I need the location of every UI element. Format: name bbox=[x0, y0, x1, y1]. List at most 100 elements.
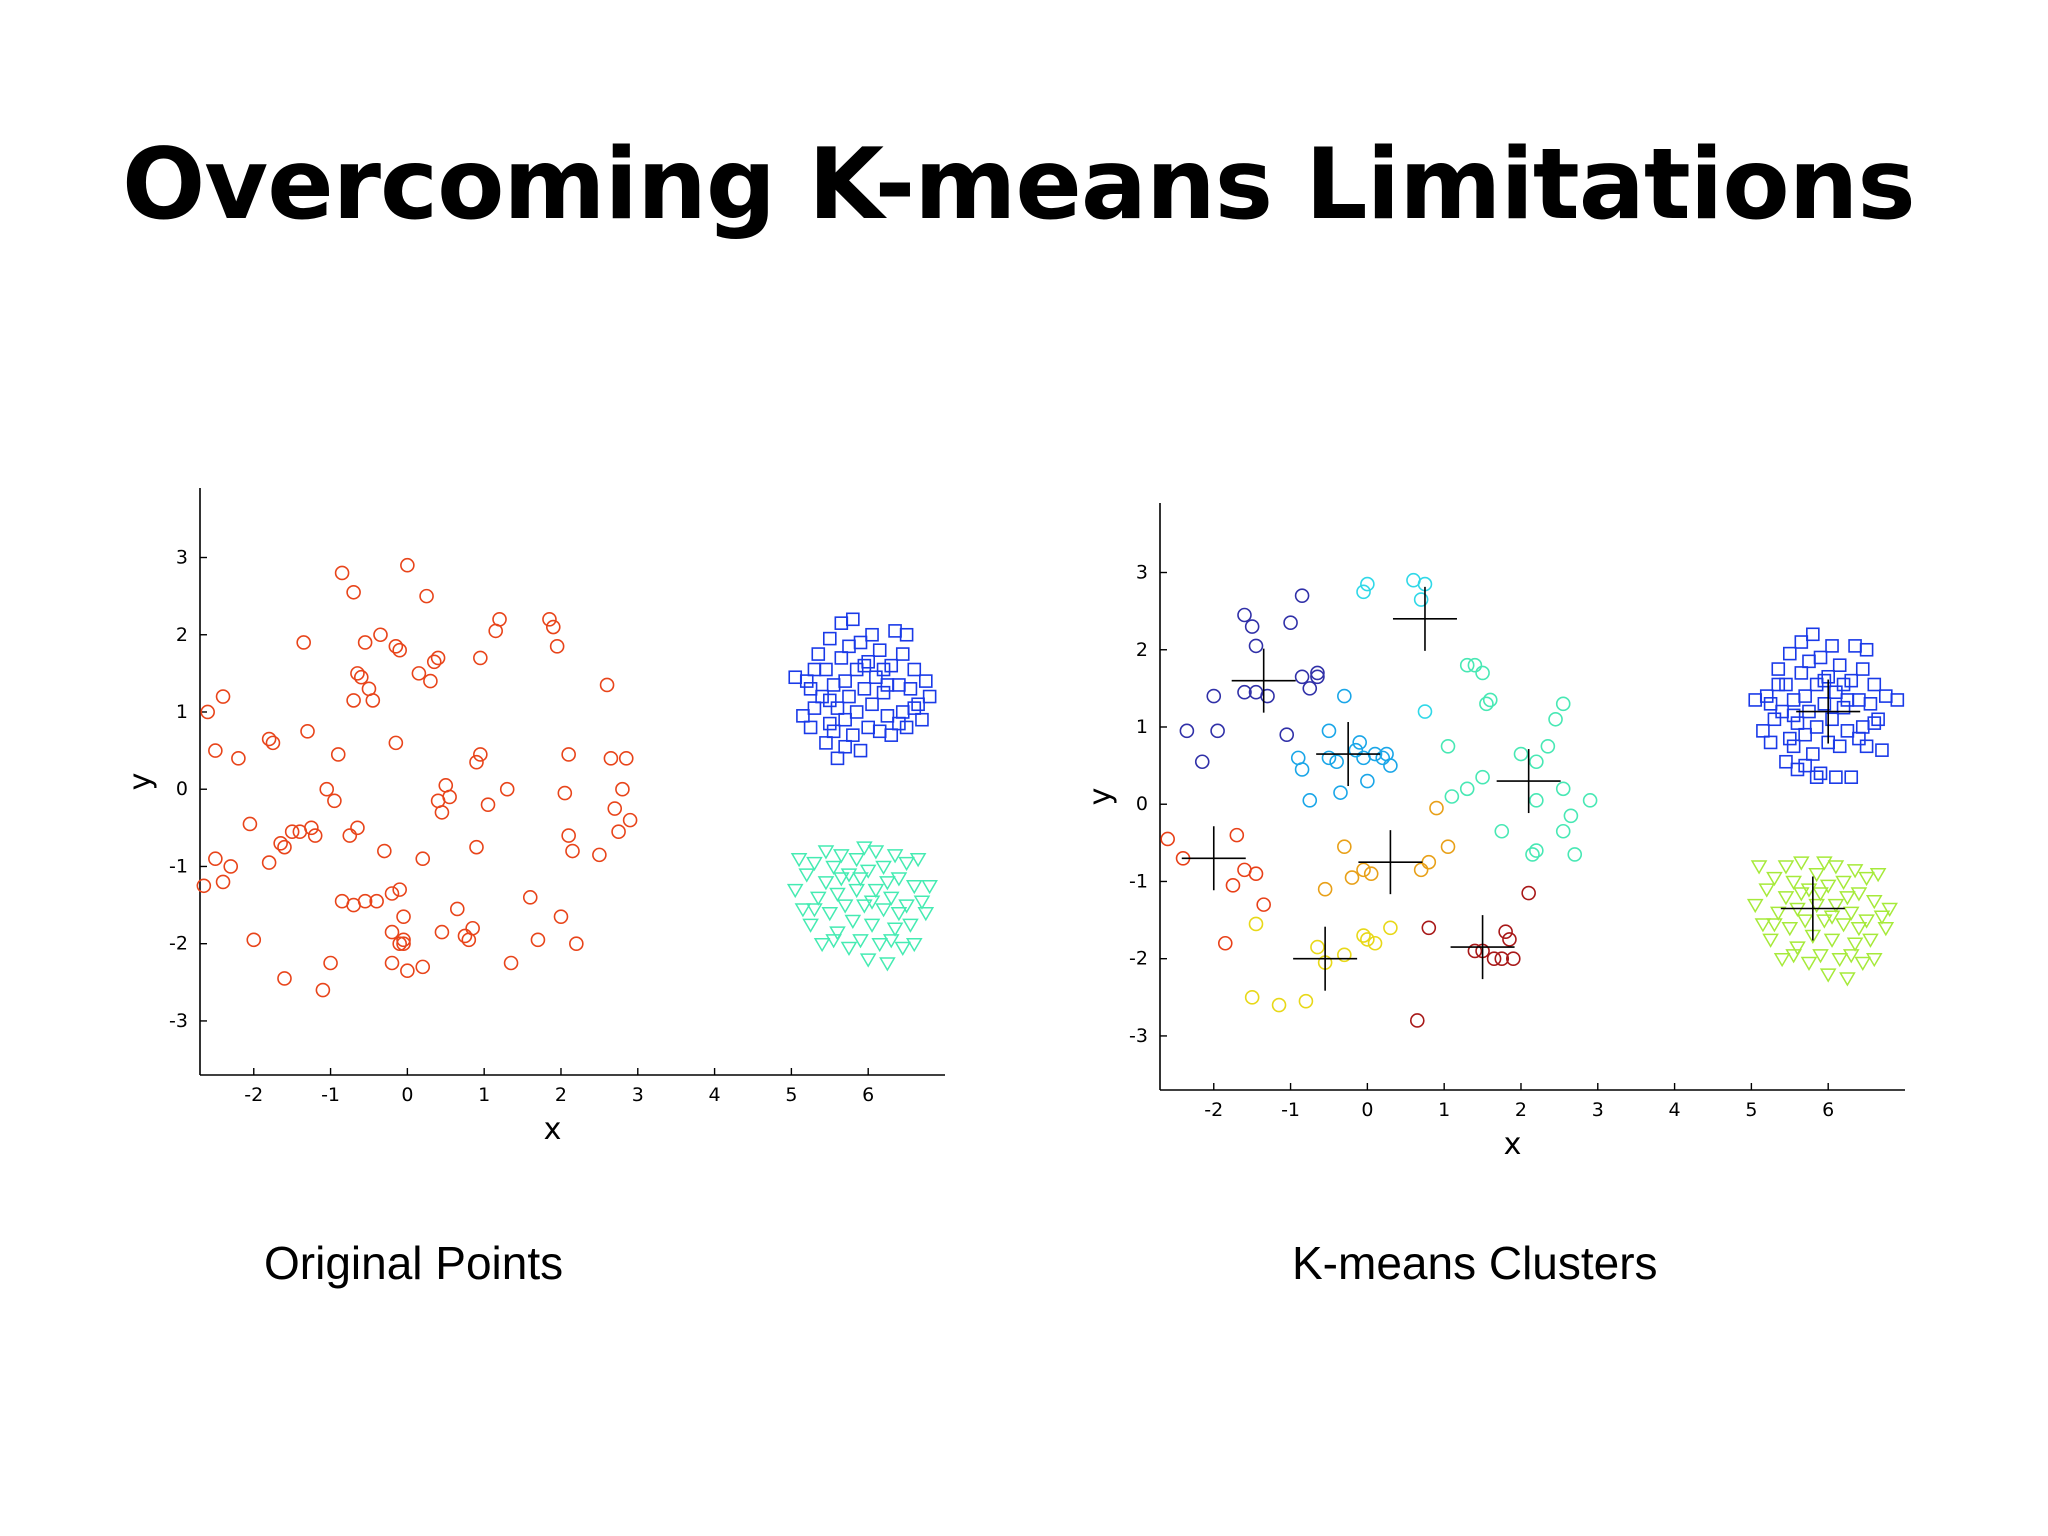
data-point-circle bbox=[377, 843, 392, 859]
data-point-circle bbox=[473, 747, 488, 762]
data-point-square bbox=[853, 743, 868, 758]
x-tick-label: 2 bbox=[555, 1084, 567, 1106]
original-points-chart: -2 -1 0 1 2 3 4 5 6 3 2 1 0 -1 -2 -3 x y bbox=[123, 488, 945, 1147]
data-point-circle bbox=[1356, 750, 1371, 766]
data-point-square bbox=[846, 612, 860, 627]
data-point-triangle bbox=[836, 899, 854, 914]
data-point-triangle bbox=[844, 914, 862, 930]
data-point-circle bbox=[330, 747, 346, 762]
data-point-circle bbox=[388, 735, 404, 751]
data-point-triangle bbox=[790, 852, 808, 868]
data-point-circle bbox=[1329, 754, 1344, 770]
data-point-circle bbox=[1375, 750, 1391, 766]
data-point-circle bbox=[1244, 619, 1260, 634]
data-point-square bbox=[1767, 712, 1782, 727]
data-point-square bbox=[907, 662, 922, 677]
centroid-marker bbox=[1496, 749, 1561, 814]
x-tick-label: -1 bbox=[321, 1084, 340, 1106]
data-point-circle bbox=[231, 751, 246, 766]
data-point-square bbox=[884, 728, 899, 742]
data-point-triangle bbox=[894, 941, 912, 957]
series-3 bbox=[1356, 572, 1433, 719]
data-point-circle bbox=[1279, 727, 1295, 743]
data-point-triangle bbox=[794, 903, 812, 918]
data-point-square bbox=[918, 674, 933, 688]
data-point-square bbox=[826, 724, 841, 739]
data-point-square bbox=[849, 705, 864, 719]
data-point-circle bbox=[1421, 920, 1437, 936]
data-point-triangle bbox=[1816, 914, 1833, 929]
y-tick-label: 0 bbox=[176, 778, 188, 800]
data-point-circle bbox=[1467, 943, 1483, 959]
data-point-square bbox=[1825, 639, 1839, 653]
data-point-square bbox=[1840, 693, 1855, 707]
data-point-square bbox=[1832, 658, 1847, 672]
x-tick-label: -2 bbox=[1204, 1099, 1223, 1121]
data-point-circle bbox=[1409, 1013, 1425, 1028]
data-point-circle bbox=[1310, 939, 1325, 955]
data-point-square bbox=[872, 643, 887, 657]
x-tick-label: 3 bbox=[632, 1084, 644, 1106]
data-point-circle bbox=[400, 557, 415, 573]
data-point-circle bbox=[1440, 738, 1456, 754]
data-point-circle bbox=[561, 747, 576, 762]
data-point-circle bbox=[1256, 897, 1271, 912]
data-point-square bbox=[861, 720, 875, 735]
data-point-triangle bbox=[890, 907, 908, 922]
data-point-circle bbox=[1237, 607, 1252, 623]
data-point-square bbox=[811, 647, 826, 661]
data-point-square bbox=[842, 639, 856, 654]
data-point-circle bbox=[1356, 862, 1371, 878]
data-point-circle bbox=[1479, 696, 1494, 712]
data-point-circle bbox=[1494, 823, 1510, 839]
data-point-circle bbox=[369, 893, 384, 909]
data-point-square bbox=[865, 697, 879, 712]
data-point-circle bbox=[1360, 576, 1375, 592]
data-point-triangle bbox=[825, 860, 842, 875]
data-point-square bbox=[857, 658, 872, 673]
data-point-square bbox=[1844, 673, 1859, 688]
data-point-triangle bbox=[1850, 887, 1868, 902]
data-point-triangle bbox=[1819, 968, 1837, 983]
data-point-circle bbox=[499, 781, 515, 797]
y-axis-label: y bbox=[1083, 788, 1118, 806]
data-point-square bbox=[803, 720, 818, 735]
data-point-triangle bbox=[1842, 949, 1860, 964]
x-tick-label: -1 bbox=[1281, 1099, 1300, 1121]
data-point-square bbox=[1756, 724, 1770, 738]
data-point-circle bbox=[208, 851, 223, 867]
data-point-triangle bbox=[917, 907, 935, 922]
data-point-square bbox=[826, 678, 841, 692]
data-point-circle bbox=[342, 828, 358, 843]
data-point-square bbox=[899, 720, 914, 735]
data-point-triangle bbox=[1762, 933, 1779, 948]
data-point-triangle bbox=[1881, 902, 1898, 917]
data-point-circle bbox=[346, 693, 361, 708]
data-point-square bbox=[1844, 770, 1859, 784]
data-point-triangle bbox=[1769, 906, 1787, 921]
data-point-triangle bbox=[1777, 860, 1795, 875]
data-point-square bbox=[788, 670, 803, 685]
data-point-square bbox=[915, 712, 929, 727]
data-point-triangle bbox=[833, 849, 850, 864]
data-point-triangle bbox=[1842, 906, 1860, 921]
x-tick-label: 2 bbox=[1515, 1099, 1527, 1121]
data-point-triangle bbox=[886, 922, 904, 937]
data-point-circle bbox=[1348, 742, 1364, 758]
data-point-square bbox=[1763, 697, 1778, 711]
data-point-triangle bbox=[1839, 972, 1856, 987]
data-point-circle bbox=[415, 959, 431, 975]
data-point-triangle bbox=[1816, 856, 1833, 871]
data-point-circle bbox=[1459, 657, 1475, 673]
data-point-circle bbox=[284, 824, 300, 840]
data-point-triangle bbox=[829, 887, 846, 902]
y-tick-label: 3 bbox=[176, 547, 188, 569]
centroid-marker bbox=[1392, 586, 1457, 651]
data-point-circle bbox=[1217, 935, 1233, 951]
data-point-square bbox=[865, 627, 879, 642]
data-point-triangle bbox=[875, 903, 892, 918]
data-point-circle bbox=[353, 669, 369, 685]
data-point-circle bbox=[426, 654, 442, 670]
data-point-circle bbox=[327, 793, 342, 809]
data-point-triangle bbox=[852, 934, 869, 949]
